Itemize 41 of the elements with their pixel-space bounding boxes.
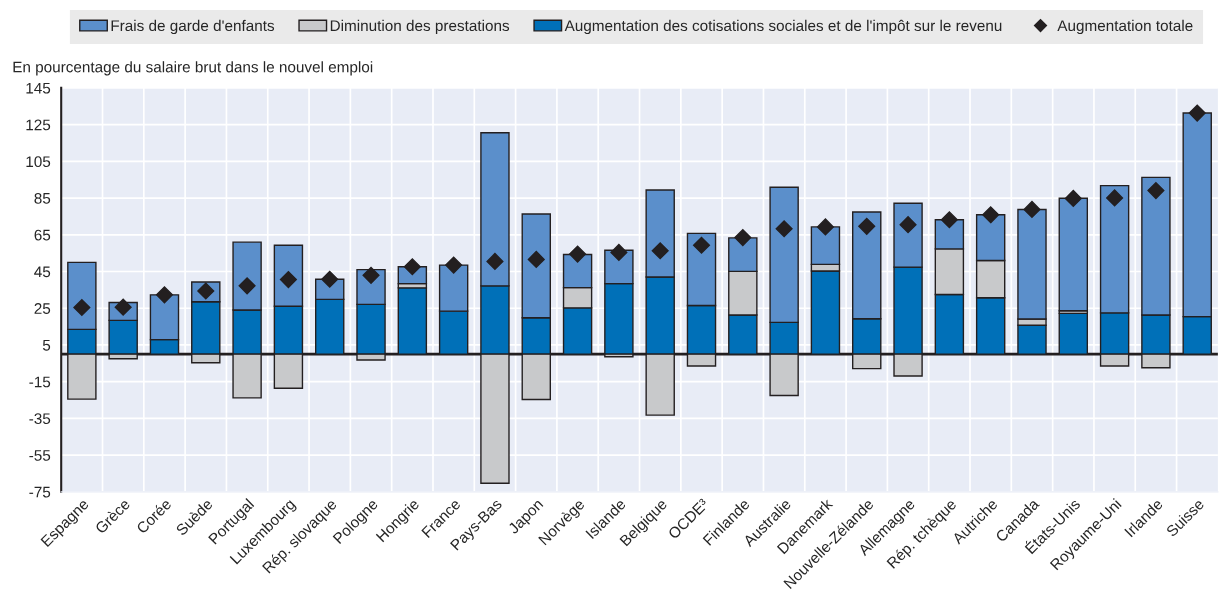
y-tick-label: -35 <box>29 413 51 425</box>
point <box>569 245 587 263</box>
point <box>692 236 711 254</box>
legend-label: Augmentation totale <box>1057 19 1193 35</box>
point <box>1188 104 1206 122</box>
legend-label: Diminution des prestations <box>330 19 510 35</box>
point <box>982 206 1000 224</box>
point <box>816 218 834 236</box>
point <box>155 286 174 304</box>
legend-label: Augmentation des cotisations sociales et de l'impôt sur le revenu <box>564 19 1002 35</box>
y-tick-label: 25 <box>34 303 51 314</box>
point <box>899 216 917 234</box>
point <box>651 242 669 260</box>
y-tick-label: 65 <box>34 229 51 241</box>
point <box>73 298 91 317</box>
legend-label: Frais de garde d'enfants <box>111 19 275 35</box>
y-tick-label: -55 <box>29 450 51 461</box>
y-tick-label: -75 <box>29 486 51 498</box>
y-tick-label: 45 <box>34 266 51 278</box>
point <box>445 256 463 274</box>
point <box>1064 189 1082 207</box>
point <box>321 270 339 288</box>
y-tick-label: 125 <box>26 119 51 131</box>
y-axis-title: En pourcentage du salaire brut dans le nouvel emploi <box>13 61 373 76</box>
y-tick-label: -15 <box>29 376 51 388</box>
y-tick-label: 145 <box>26 82 51 94</box>
point <box>1147 181 1165 200</box>
point <box>486 252 504 270</box>
y-tick-label: 85 <box>34 192 51 204</box>
point <box>1106 189 1124 207</box>
y-tick-label: 105 <box>26 156 51 168</box>
point <box>940 211 958 229</box>
y-tick-label: 5 <box>42 339 51 351</box>
point <box>362 266 380 284</box>
point <box>775 220 793 238</box>
point <box>734 228 752 247</box>
point <box>1023 200 1041 219</box>
point <box>527 250 545 268</box>
point <box>858 217 876 235</box>
point <box>610 243 628 261</box>
point <box>238 277 256 295</box>
